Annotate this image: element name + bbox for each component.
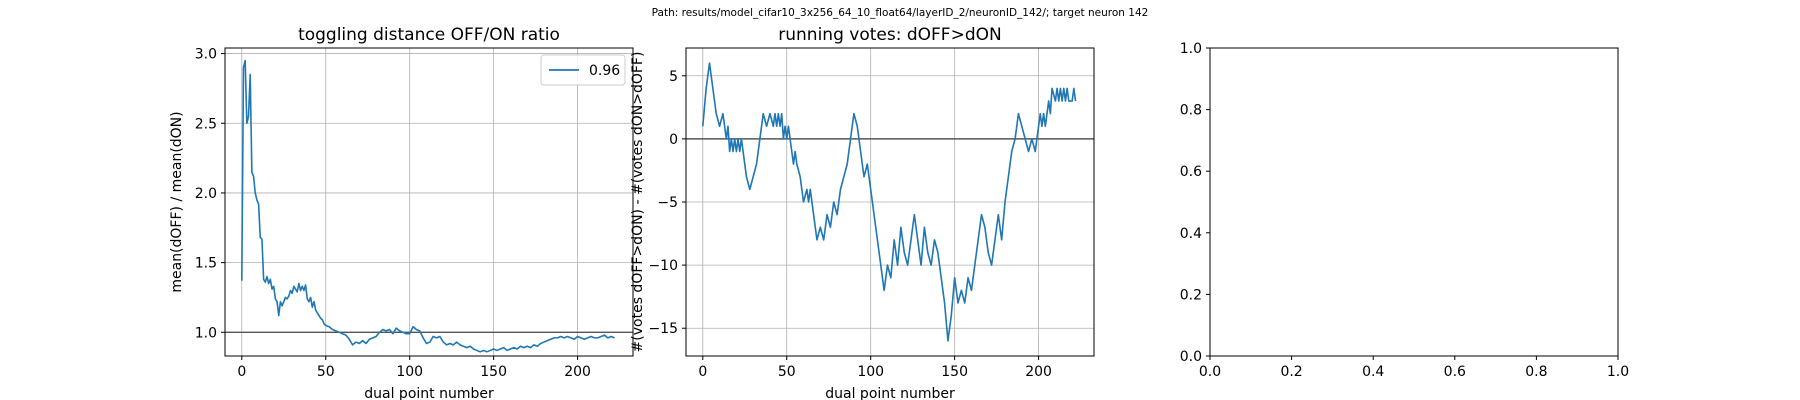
figure-suptitle: Path: results/model_cifar10_3x256_64_10_…: [652, 7, 1149, 19]
y-tick-label: −5: [657, 195, 678, 211]
y-tick-label: 5: [669, 69, 678, 85]
x-tick-label: 200: [1025, 364, 1052, 380]
x-tick-label: 200: [564, 364, 591, 380]
subplot-3: 0.0 0.2 0.4 0.6 0.8 1.0 0.0 0.2 0.4 0.6 0.8 1.0: [1180, 41, 1629, 380]
series-line-1: [701, 62, 1077, 342]
y-tick-label: 0.6: [1180, 164, 1202, 180]
y-axis-label: #(votes dOFF>dON) - #(votes dON>dOFF): [630, 52, 646, 353]
legend-entry: 0.96: [589, 63, 620, 79]
x-tick-label: 0.6: [1444, 364, 1466, 380]
y-tick-label: −10: [648, 258, 678, 274]
x-tick-label: 0: [698, 364, 707, 380]
y-tick-label: 0.2: [1180, 287, 1202, 303]
y-tick-label: 0.4: [1180, 226, 1202, 242]
y-tick-label: 2.5: [195, 116, 217, 132]
y-tick-label: 0.8: [1180, 103, 1202, 119]
x-tick-label: 150: [941, 364, 968, 380]
x-tick-label: 0.2: [1280, 364, 1302, 380]
x-tick-label: 50: [778, 364, 796, 380]
legend: 0.96: [540, 54, 626, 86]
axes-frame: [1209, 47, 1619, 357]
x-axis-label: dual point number: [825, 386, 955, 400]
legend-box: [540, 54, 626, 86]
subplot-title: running votes: dOFF>dON: [778, 25, 1001, 45]
y-axis-label: mean(dOFF) / mean(dON): [169, 111, 185, 292]
x-tick-label: 1.0: [1607, 364, 1629, 380]
x-axis-label: dual point number: [364, 386, 494, 400]
y-tick-label: 1.0: [1180, 41, 1202, 57]
y-tick-label: 0.0: [1180, 349, 1202, 365]
x-tick-label: 150: [480, 364, 507, 380]
y-tick-label: 3.0: [195, 47, 217, 63]
x-tick-label: 0.0: [1199, 364, 1221, 380]
subplot-title: toggling distance OFF/ON ratio: [298, 25, 560, 45]
y-tick-label: 1.0: [195, 325, 217, 341]
y-tick-label: −15: [648, 321, 678, 337]
x-tick-label: 0: [237, 364, 246, 380]
x-tick-label: 0.4: [1362, 364, 1384, 380]
y-tick-label: 2.0: [195, 186, 217, 202]
subplot-1: 0 50 100 150 200 1.0 1.5 2.0 2.5 3.0 toggling dist…: [169, 25, 634, 400]
x-tick-label: 50: [317, 364, 335, 380]
series-line-1: [240, 59, 615, 353]
subplot-2: 0 50 100 150 200 −15 −10 −5 0 5 running votes: dOF…: [630, 25, 1095, 400]
x-tick-label: 100: [396, 364, 423, 380]
axes-frame: [224, 47, 634, 357]
x-tick-label: 100: [857, 364, 884, 380]
y-tick-label: 1.5: [195, 256, 217, 272]
x-tick-label: 0.8: [1525, 364, 1547, 380]
y-tick-label: 0: [669, 132, 678, 148]
